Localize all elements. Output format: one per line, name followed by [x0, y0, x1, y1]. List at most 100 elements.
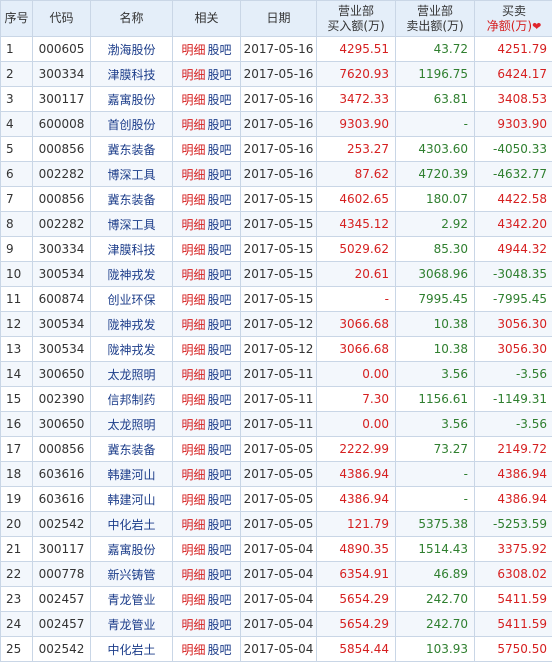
forum-link[interactable]: 股吧	[208, 518, 232, 532]
header-net-amount[interactable]: 买卖 净额(万)❤	[475, 1, 552, 37]
stock-name-link[interactable]: 陇神戎发	[91, 312, 173, 337]
forum-link[interactable]: 股吧	[208, 43, 232, 57]
forum-link[interactable]: 股吧	[208, 268, 232, 282]
detail-link[interactable]: 明细	[181, 243, 205, 257]
detail-link[interactable]: 明细	[181, 393, 205, 407]
header-date[interactable]: 日期	[241, 1, 317, 37]
detail-link[interactable]: 明细	[181, 643, 205, 657]
detail-link[interactable]: 明细	[181, 518, 205, 532]
detail-link[interactable]: 明细	[181, 218, 205, 232]
stock-name-link[interactable]: 中化岩土	[91, 637, 173, 662]
forum-link[interactable]: 股吧	[208, 543, 232, 557]
stock-name-link[interactable]: 渤海股份	[91, 37, 173, 62]
detail-link[interactable]: 明细	[181, 293, 205, 307]
detail-link[interactable]: 明细	[181, 343, 205, 357]
stock-name-link[interactable]: 首创股份	[91, 112, 173, 137]
header-index[interactable]: 序号	[1, 1, 33, 37]
forum-link[interactable]: 股吧	[208, 468, 232, 482]
forum-link[interactable]: 股吧	[208, 493, 232, 507]
detail-link[interactable]: 明细	[181, 443, 205, 457]
detail-link[interactable]: 明细	[181, 43, 205, 57]
forum-link[interactable]: 股吧	[208, 443, 232, 457]
forum-link[interactable]: 股吧	[208, 343, 232, 357]
forum-link[interactable]: 股吧	[208, 93, 232, 107]
forum-link[interactable]: 股吧	[208, 68, 232, 82]
forum-link[interactable]: 股吧	[208, 243, 232, 257]
sort-heart-icon[interactable]: ❤	[532, 20, 541, 33]
forum-link[interactable]: 股吧	[208, 193, 232, 207]
stock-name-link[interactable]: 津膜科技	[91, 237, 173, 262]
forum-link[interactable]: 股吧	[208, 418, 232, 432]
stock-name-link[interactable]: 博深工具	[91, 162, 173, 187]
header-sell-amount[interactable]: 营业部 卖出额(万)	[396, 1, 475, 37]
forum-link[interactable]: 股吧	[208, 643, 232, 657]
detail-link[interactable]: 明细	[181, 93, 205, 107]
stock-name-link[interactable]: 津膜科技	[91, 62, 173, 87]
forum-link[interactable]: 股吧	[208, 568, 232, 582]
stock-name-link[interactable]: 冀东装备	[91, 187, 173, 212]
stock-name-link[interactable]: 青龙管业	[91, 587, 173, 612]
header-buy-amount[interactable]: 营业部 买入额(万)	[317, 1, 396, 37]
forum-link[interactable]: 股吧	[208, 593, 232, 607]
header-name[interactable]: 名称	[91, 1, 173, 37]
header-code[interactable]: 代码	[33, 1, 91, 37]
forum-link[interactable]: 股吧	[208, 143, 232, 157]
stock-name-link[interactable]: 青龙管业	[91, 612, 173, 637]
stock-name-link[interactable]: 韩建河山	[91, 487, 173, 512]
forum-link[interactable]: 股吧	[208, 118, 232, 132]
forum-link[interactable]: 股吧	[208, 618, 232, 632]
stock-name-link[interactable]: 嘉寓股份	[91, 87, 173, 112]
detail-link[interactable]: 明细	[181, 543, 205, 557]
stock-name-link[interactable]: 信邦制药	[91, 387, 173, 412]
stock-name-link[interactable]: 嘉寓股份	[91, 537, 173, 562]
forum-link[interactable]: 股吧	[208, 168, 232, 182]
stock-name-link[interactable]: 陇神戎发	[91, 262, 173, 287]
detail-link[interactable]: 明细	[181, 618, 205, 632]
detail-link[interactable]: 明细	[181, 318, 205, 332]
stock-name-link[interactable]: 冀东装备	[91, 137, 173, 162]
stock-name-link[interactable]: 新兴铸管	[91, 562, 173, 587]
detail-link[interactable]: 明细	[181, 193, 205, 207]
stock-name-link[interactable]: 太龙照明	[91, 362, 173, 387]
forum-link[interactable]: 股吧	[208, 293, 232, 307]
stock-name-link[interactable]: 陇神戎发	[91, 337, 173, 362]
forum-link[interactable]: 股吧	[208, 368, 232, 382]
stock-name-link[interactable]: 中化岩土	[91, 512, 173, 537]
detail-link[interactable]: 明细	[181, 168, 205, 182]
detail-link[interactable]: 明细	[181, 268, 205, 282]
detail-link[interactable]: 明细	[181, 143, 205, 157]
forum-link[interactable]: 股吧	[208, 393, 232, 407]
detail-link[interactable]: 明细	[181, 418, 205, 432]
detail-link[interactable]: 明细	[181, 468, 205, 482]
stock-name-link[interactable]: 博深工具	[91, 212, 173, 237]
detail-link[interactable]: 明细	[181, 493, 205, 507]
forum-link[interactable]: 股吧	[208, 218, 232, 232]
stock-name-link[interactable]: 创业环保	[91, 287, 173, 312]
stock-name-link[interactable]: 太龙照明	[91, 412, 173, 437]
detail-link[interactable]: 明细	[181, 368, 205, 382]
stock-name-link[interactable]: 冀东装备	[91, 437, 173, 462]
